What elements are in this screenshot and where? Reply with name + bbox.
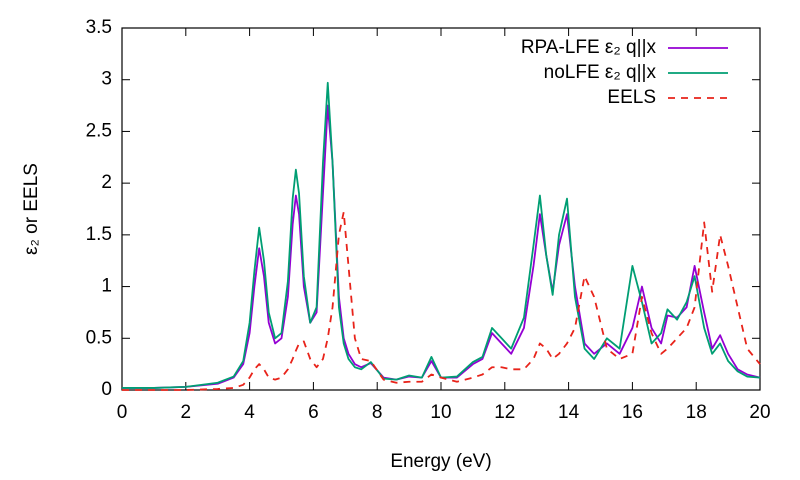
y-tick-label: 3.5: [86, 17, 112, 38]
x-tick-label: 0: [117, 402, 128, 423]
x-tick-label: 6: [308, 402, 319, 423]
x-tick-label: 4: [244, 402, 255, 423]
x-tick-label: 8: [372, 402, 383, 423]
series-line: [122, 211, 761, 391]
series-line: [122, 104, 761, 389]
y-tick-label: 0: [101, 379, 112, 400]
y-tick-label: 2: [101, 172, 112, 193]
legend-label: noLFE ε₂ q||x: [544, 62, 657, 83]
x-tick-label: 20: [749, 402, 770, 423]
y-tick-label: 0.5: [86, 327, 112, 348]
legend-label: EELS: [607, 87, 656, 108]
x-tick-label: 2: [181, 402, 192, 423]
x-tick-label: 14: [558, 402, 580, 423]
y-tick-label: 1: [101, 276, 112, 297]
y-tick-label: 3: [101, 69, 112, 90]
legend-label: RPA-LFE ε₂ q||x: [521, 37, 657, 58]
x-tick-label: 12: [494, 402, 515, 423]
plot-frame: [121, 27, 761, 391]
y-axis-label: ε₂ or EELS: [21, 163, 42, 255]
x-tick-label: 18: [686, 402, 707, 423]
x-axis-label: Energy (eV): [390, 451, 491, 472]
x-tick-label: 16: [622, 402, 643, 423]
y-tick-label: 2.5: [86, 120, 112, 141]
series-line: [122, 81, 761, 389]
x-tick-label: 10: [430, 402, 451, 423]
y-tick-label: 1.5: [86, 224, 112, 245]
